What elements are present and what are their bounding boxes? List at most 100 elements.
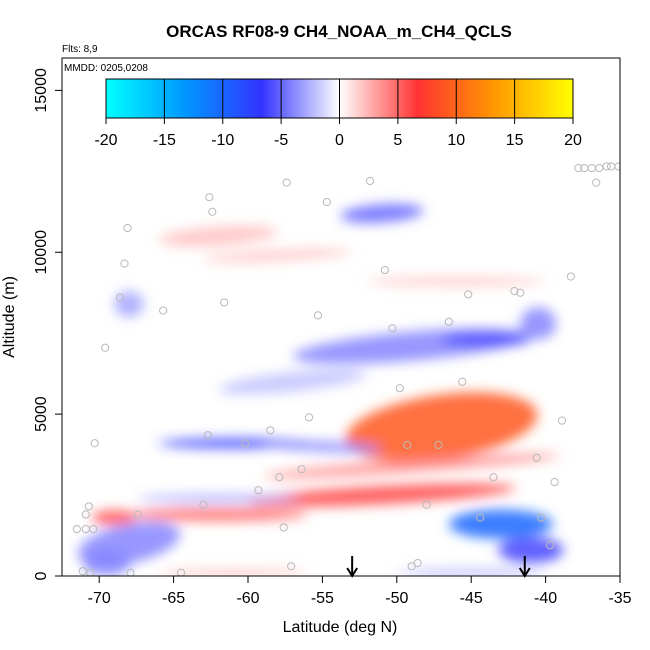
data-point (413, 558, 422, 568)
data-point (282, 178, 291, 187)
heatmap-cell (218, 369, 367, 395)
data-point (489, 473, 498, 482)
data-point (395, 384, 404, 393)
heatmap-cell (293, 328, 531, 364)
data-point (574, 163, 583, 173)
chart-title: ORCAS RF08-9 CH4_NOAA_m_CH4_QCLS (166, 22, 512, 41)
y-tick-label: 0 (33, 571, 50, 580)
heatmap-cell (263, 454, 561, 478)
x-axis: -70 -65 -60 -55 -50 -45 -40 -35 (88, 576, 632, 607)
heatmap-cell (262, 440, 382, 453)
data-point (176, 568, 186, 576)
data-point (614, 162, 620, 171)
data-point (205, 193, 214, 202)
heatmap-cell (448, 509, 554, 539)
data-point (587, 163, 596, 173)
data-point (322, 197, 331, 207)
x-tick-label: -40 (534, 590, 557, 607)
data-point (422, 500, 431, 509)
colorbar-tick-label: -10 (211, 132, 234, 149)
data-point (476, 513, 485, 522)
data-point (81, 510, 90, 519)
heatmap-cell (128, 508, 308, 521)
x-axis-label: Latitude (deg N) (283, 619, 398, 636)
colorbar-tick-label: -20 (94, 132, 117, 149)
heatmap-cell (367, 277, 546, 286)
heatmap-cell (441, 333, 531, 347)
data-point (72, 524, 81, 534)
x-tick-label: -70 (88, 590, 111, 607)
data-point (78, 567, 87, 576)
y-tick-label: 5000 (33, 396, 50, 432)
heatmap-layer (77, 203, 564, 576)
data-point (279, 523, 288, 532)
data-point (537, 513, 546, 522)
data-point (444, 317, 453, 326)
x-tick-label: -35 (608, 590, 631, 607)
heatmap-cell (203, 249, 353, 262)
data-point (254, 486, 263, 495)
observation-points (72, 162, 620, 576)
data-point (86, 568, 95, 576)
plot-frame (61, 57, 621, 577)
heatmap-cell (340, 203, 424, 223)
data-point (313, 311, 323, 320)
y-tick-label: 15000 (33, 68, 50, 113)
y-tick-label: 10000 (33, 230, 50, 275)
data-point (510, 287, 519, 296)
data-point (380, 265, 389, 275)
colorbar-tick-label: -5 (274, 132, 288, 149)
data-point (550, 478, 559, 487)
heatmap-cell (114, 291, 144, 317)
data-point (595, 163, 604, 173)
data-point (458, 377, 467, 386)
x-tick-label: -55 (311, 590, 334, 607)
data-point (84, 502, 93, 511)
dates-annotation: MMDD: 0205,0208 (64, 63, 148, 74)
data-point (90, 439, 99, 448)
data-point (133, 510, 142, 519)
data-point (434, 440, 443, 449)
colorbar-tick-label: 0 (335, 132, 344, 149)
heatmap-cell (396, 569, 546, 576)
data-point (403, 440, 412, 449)
data-point (388, 324, 397, 333)
colorbar-tick-label: 10 (447, 132, 465, 149)
heatmap-cell (91, 510, 137, 525)
data-point (101, 343, 110, 352)
data-point (123, 223, 132, 233)
y-axis-label: Altitude (m) (1, 276, 18, 358)
data-point (602, 162, 611, 171)
data-point (557, 416, 567, 425)
data-point (275, 473, 284, 482)
data-point (115, 293, 125, 302)
data-point (199, 500, 208, 509)
heatmap-cell (497, 537, 564, 564)
data-point (159, 306, 168, 315)
data-point (545, 541, 555, 550)
heatmap-cell (520, 307, 557, 340)
colorbar: -20 -15 -10 -5 0 5 10 15 20 (94, 78, 582, 149)
data-point (208, 207, 217, 216)
data-point (566, 272, 575, 281)
x-tick-label: -50 (385, 590, 408, 607)
data-point (240, 439, 250, 448)
data-point (126, 568, 135, 576)
data-point (365, 176, 375, 186)
colorbar-tick-label: 15 (506, 132, 524, 149)
heatmap-cell (158, 225, 278, 247)
data-point (516, 288, 525, 297)
x-tick-label: -45 (460, 590, 483, 607)
down-arrow-marker (346, 556, 359, 578)
x-tick-label: -60 (236, 590, 259, 607)
data-point (606, 162, 616, 171)
data-point (220, 298, 229, 307)
data-point (89, 524, 98, 534)
heatmap-cell (136, 494, 301, 503)
flights-annotation: Flts: 8,9 (62, 44, 98, 55)
y-axis: 0 5000 10000 15000 (33, 68, 62, 580)
data-point (304, 413, 314, 422)
colorbar-tick-label: 20 (564, 132, 582, 149)
heatmap-cell (248, 483, 516, 507)
